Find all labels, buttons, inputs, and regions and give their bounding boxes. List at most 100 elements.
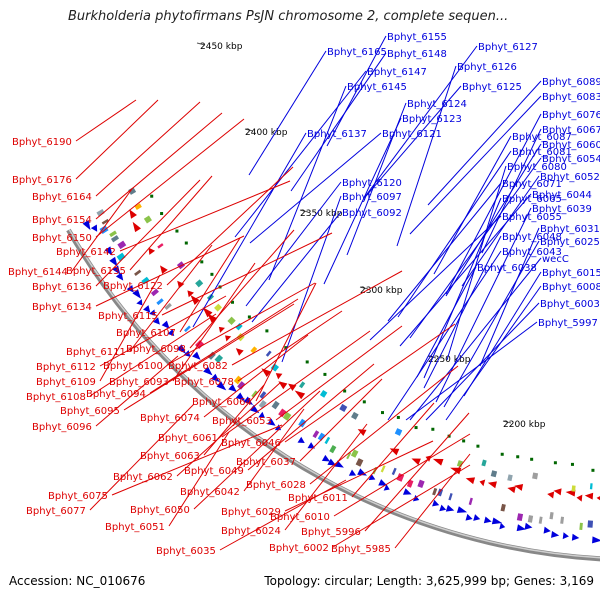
rna-feature-mark [184,241,188,245]
forward-leader-line [326,35,387,147]
reverse-gene-label: Bphyt_6050 [130,505,190,516]
reverse-leader-line [203,334,309,418]
cog-feature-block [394,428,403,436]
reverse-gene-label: Bphyt_5996 [301,527,361,538]
forward-gene-label: Bphyt_6003 [540,299,600,310]
rna-feature-mark [175,229,179,233]
scale-ticks: 2450 kbp 2400 kbp 2350 kbp 2300 kbp 2250 kbp… [196,42,546,430]
reverse-gene-arrow [148,247,156,255]
forward-gene-arrow [327,458,337,466]
cog-feature-block [312,430,320,439]
reverse-gene-label: Bphyt_6108 [26,392,86,403]
reverse-gene-arrow [225,335,232,342]
forward-gene-arrow [321,454,331,462]
forward-leader-line [245,181,342,307]
cog-feature-block [235,323,243,331]
reverse-gene-label: Bphyt_6190 [12,137,72,148]
reverse-gene-arrow [129,209,137,219]
forward-gene-arrow [524,522,533,530]
forward-leader-line [409,257,542,421]
cog-feature-block [507,474,513,482]
reverse-gene-arrow [275,373,283,380]
forward-gene-arrow [445,504,455,512]
label-leader-lines [71,35,542,551]
scale-tick [244,128,254,132]
forward-gene-label: Bphyt_6089 [542,77,600,88]
reverse-gene-arrow [278,381,288,390]
reverse-leader-line [284,423,368,531]
rna-feature-mark [553,461,557,465]
reverse-leader-line [99,274,161,382]
forward-gene-arrow [210,373,220,383]
forward-gene-arrow [571,533,580,541]
reverse-gene-label: Bphyt_6094 [86,389,146,400]
rna-feature-mark [210,272,214,276]
forward-leader-line [268,85,347,281]
reverse-leader-line [95,179,201,287]
reverse-leader-line [129,175,213,271]
forward-leader-line [251,211,342,323]
reverse-gene-label: Bphyt_6115 [98,311,158,322]
cog-feature-block [380,465,386,473]
scale-label: 2200 kbp [503,420,546,430]
cog-feature-block [432,487,438,496]
forward-leader-line [463,271,542,397]
forward-gene-arrow [152,317,160,325]
reverse-leader-line [394,453,471,549]
reverse-leader-line [351,402,435,498]
cog-feature-block [265,350,272,357]
forward-gene-label: Bphyt_6071 [502,179,562,190]
reverse-leader-line [89,313,217,397]
cog-feature-block [96,209,105,217]
scale-label: 2350 kbp [300,209,343,219]
reverse-leader-line [168,431,230,527]
cog-feature-block [134,269,142,276]
rna-feature-mark [150,194,154,198]
forward-gene-label: Bphyt_6067 [542,125,600,136]
forward-gene-arrow [203,366,213,376]
reverse-gene-label: Bphyt_6042 [180,487,240,498]
cog-feature-block [437,488,444,497]
cog-feature-block [339,403,348,413]
forward-leader-line [433,135,512,275]
rna-feature-mark [362,400,366,404]
reverse-gene-label: Bphyt_6064 [192,397,252,408]
forward-gene-label: Bphyt_6127 [478,42,538,53]
reverse-leader-line [284,323,456,443]
rna-feature-mark [305,360,309,364]
reverse-gene-arrow [584,492,594,500]
forward-gene-label: Bphyt_6076 [542,110,600,121]
forward-leader-line [365,85,462,197]
reverse-leader-line [95,235,245,307]
forward-gene-arrow [307,442,316,449]
reverse-leader-line [309,365,459,485]
cog-feature-block [571,485,576,492]
forward-leader-line [369,215,502,341]
forward-gene-arrow [348,469,357,476]
rna-feature-mark [476,444,480,448]
scale-label: 2300 kbp [360,286,403,296]
reverse-gene-label: Bphyt_6109 [36,377,96,388]
forward-gene-arrow [216,381,227,391]
forward-gene-arrow [115,272,124,281]
reverse-leader-line [75,99,159,180]
forward-gene-label: Bphyt_6052 [540,172,600,183]
forward-gene-label: Bphyt_6137 [307,129,367,140]
cog-feature-block [538,516,543,524]
cog-feature-block [251,390,259,398]
cog-feature-block [214,354,224,364]
forward-gene-arrow [383,484,390,491]
reverse-leader-line [221,330,371,438]
forward-leader-line [387,182,502,322]
reverse-leader-line [95,112,223,220]
forward-gene-label: Bphyt_6145 [347,82,407,93]
forward-leader-line [423,235,502,389]
cog-feature-block [150,288,159,297]
forward-leader-line [445,285,542,421]
cog-feature-block [227,316,236,325]
rna-feature-mark [570,462,574,466]
reverse-leader-line [149,298,299,394]
reverse-gene-arrow [576,494,583,502]
reverse-gene-label: Bphyt_6062 [113,472,173,483]
